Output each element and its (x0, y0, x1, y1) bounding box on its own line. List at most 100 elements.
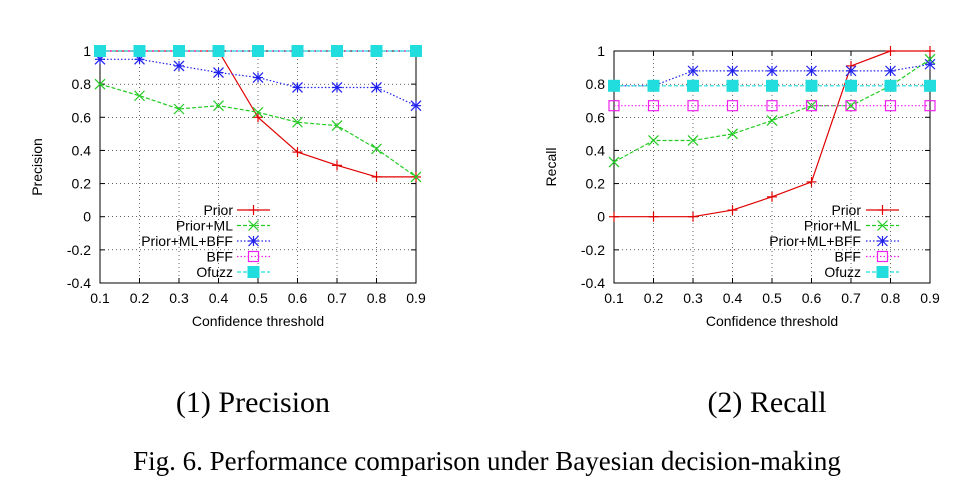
data-point (173, 60, 185, 72)
data-point (252, 72, 264, 83)
x-axis-label: Confidence threshold (706, 313, 838, 329)
legend-item: BFF (207, 249, 270, 265)
legend-item: Prior+ML (176, 218, 270, 234)
x-tick-label: 0.1 (90, 290, 110, 306)
data-point (94, 45, 106, 57)
data-point (845, 65, 857, 77)
legend-label: Prior+ML+BFF (769, 233, 861, 249)
legend-marker (876, 250, 889, 263)
legend-item: BFF (835, 249, 899, 265)
data-point (370, 45, 383, 57)
x-tick-label: 0.5 (762, 290, 782, 306)
legend-marker (248, 235, 259, 247)
figure-caption: Fig. 6. Performance comparison under Bay… (133, 446, 841, 476)
series-line (100, 58, 417, 107)
data-point (805, 79, 818, 92)
recall-chart: 1 0.8 0.6 0.4 0.2 0 -0.2 -0.40.1 0.2 0.3 0.4 0.5 0.6… (543, 43, 940, 329)
data-point (845, 100, 857, 112)
data-point (806, 65, 817, 77)
data-point (727, 65, 738, 77)
y-axis-label: Recall (543, 148, 559, 187)
legend-item: Prior+ML (804, 218, 899, 234)
data-point (291, 45, 304, 57)
data-point (608, 156, 620, 168)
data-point (331, 45, 343, 57)
x-tick-label: 0.6 (802, 290, 822, 306)
data-point (647, 100, 660, 112)
data-point (212, 45, 225, 57)
data-point (173, 103, 185, 115)
legend-marker (248, 220, 259, 231)
data-point (608, 100, 620, 112)
x-tick-label: 0.9 (406, 290, 426, 306)
data-point (173, 45, 185, 57)
x-axis-label: Confidence threshold (192, 313, 324, 329)
data-point (371, 143, 382, 155)
data-point (252, 45, 264, 57)
data-point (805, 100, 818, 112)
data-point (924, 58, 936, 70)
legend-label: Prior+ML+BFF (141, 233, 233, 249)
legend-label: Ofuzz (824, 264, 861, 280)
y-tick-label: 0.8 (586, 76, 606, 92)
data-point (885, 46, 896, 56)
series-line (613, 58, 931, 163)
data-point (332, 160, 342, 171)
data-point (806, 176, 817, 187)
precision-chart: 1 0.8 0.6 0.4 0.2 0 -0.2 -0.40.1 0.2 0.3 0.4 0.5 0.6… (29, 43, 426, 329)
y-tick-label: 1 (83, 43, 91, 59)
y-tick-label: 1 (597, 43, 605, 59)
y-tick-label: 0 (83, 209, 91, 225)
data-point (371, 82, 382, 93)
data-point (726, 100, 739, 112)
legend-item: Prior (831, 202, 899, 218)
data-point (884, 100, 897, 112)
data-point (292, 82, 303, 93)
data-point (687, 79, 699, 92)
legend-marker (877, 220, 888, 231)
data-point (884, 79, 897, 92)
data-point (253, 112, 263, 123)
legend-label: BFF (835, 249, 861, 265)
legend-marker (877, 235, 888, 247)
data-point (331, 120, 343, 131)
data-point (766, 65, 778, 77)
data-point (410, 45, 422, 57)
series-line (614, 63, 931, 87)
y-tick-label: -0.4 (581, 275, 605, 291)
data-point (845, 100, 857, 112)
data-point (766, 115, 778, 127)
data-point (924, 79, 936, 92)
data-point (371, 171, 382, 182)
legend-item: Prior+ML+BFF (141, 233, 270, 249)
data-point (924, 100, 936, 112)
data-point (687, 65, 699, 77)
legend-marker (876, 266, 889, 278)
x-tick-label: 0.6 (288, 290, 308, 306)
data-point (885, 65, 896, 77)
legend-marker (248, 205, 259, 215)
data-point (252, 106, 264, 118)
data-point (292, 147, 303, 158)
legend-label: Prior (831, 202, 861, 218)
y-tick-label: 0 (597, 209, 605, 225)
series-ofuzz (94, 45, 422, 57)
legend-item: Prior+ML+BFF (769, 233, 899, 249)
legend-label: Ofuzz (196, 264, 233, 280)
data-point (925, 46, 935, 56)
data-point (727, 205, 738, 216)
legend-item: Ofuzz (824, 264, 899, 280)
data-point (845, 79, 857, 92)
precision-subtitle: (1) Precision (176, 386, 330, 419)
data-point (647, 79, 660, 92)
x-tick-label: 0.3 (683, 290, 703, 306)
recall-subtitle: (2) Recall (707, 386, 826, 419)
x-tick-label: 0.8 (367, 290, 387, 306)
y-tick-label: 0.8 (72, 76, 92, 92)
x-tick-label: 0.9 (920, 290, 940, 306)
data-point (688, 211, 698, 222)
data-point (648, 211, 659, 222)
y-axis-label: Precision (29, 138, 45, 196)
legend-item: Ofuzz (196, 264, 270, 280)
